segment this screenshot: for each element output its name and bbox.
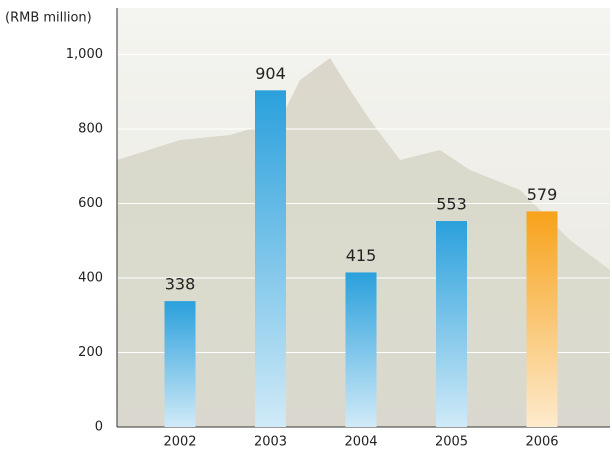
y-tick-label: 200 (78, 345, 103, 360)
bar (164, 301, 196, 427)
x-tick-label: 2004 (344, 435, 377, 450)
value-label: 415 (346, 246, 377, 265)
x-tick-label: 2002 (163, 435, 196, 450)
x-tick-label: 2003 (254, 435, 287, 450)
y-tick-label: 1,000 (66, 47, 103, 62)
bar (436, 221, 467, 427)
mountain (117, 58, 610, 427)
bar (345, 272, 377, 427)
x-tick-label: 2006 (525, 435, 558, 450)
axis-label: (RMB million) (5, 11, 92, 26)
bar (526, 211, 558, 427)
value-label: 338 (165, 275, 196, 294)
y-tick-label: 600 (78, 196, 103, 211)
y-tick-label: 800 (78, 122, 103, 137)
value-label: 553 (436, 195, 467, 214)
y-tick-label: 400 (78, 271, 103, 286)
value-label: 904 (255, 64, 286, 83)
x-tick-label: 2005 (435, 435, 468, 450)
value-label: 579 (527, 185, 558, 204)
bar (255, 90, 286, 428)
y-tick-label: 0 (95, 420, 103, 435)
